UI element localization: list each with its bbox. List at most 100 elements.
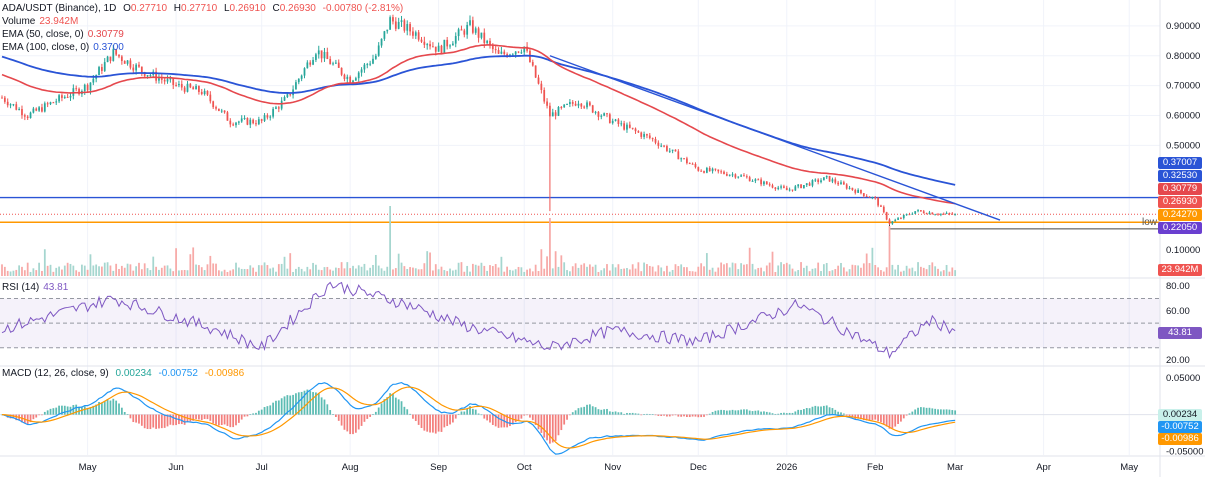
- volume-bar: [734, 263, 737, 276]
- candle-body: [591, 105, 594, 113]
- macd-hist-bar: [546, 414, 548, 441]
- candle-body: [748, 177, 751, 182]
- candle-body: [914, 211, 917, 214]
- volume-bar: [263, 262, 266, 276]
- volume-bar: [178, 270, 180, 276]
- volume-bar: [155, 266, 157, 276]
- candle-body: [61, 95, 63, 98]
- macd-hist-bar: [543, 414, 546, 438]
- volume-bar: [828, 271, 831, 276]
- volume-bar: [226, 271, 229, 276]
- macd-hist-bar: [372, 414, 374, 415]
- candle-body: [357, 72, 360, 79]
- volume-bar: [885, 267, 888, 276]
- volume-bar: [854, 265, 857, 276]
- candle-body: [394, 21, 397, 29]
- volume-bar: [49, 264, 52, 276]
- candle-body: [352, 80, 354, 84]
- candle-body: [920, 210, 922, 212]
- candles: [1, 14, 957, 225]
- candle-body: [277, 107, 280, 109]
- macd-hist-bar: [725, 410, 728, 415]
- candle-body: [452, 43, 454, 46]
- candle-body: [526, 46, 528, 51]
- candle-body: [714, 168, 717, 170]
- candle-body: [160, 78, 163, 80]
- macd-hist-bar: [412, 414, 414, 419]
- price-tick: 0.90000: [1166, 21, 1200, 32]
- macd-hist-bar: [626, 412, 628, 415]
- volume-bar: [831, 270, 834, 276]
- macd-hist-bar: [286, 395, 289, 415]
- ema50-line: [1, 44, 956, 205]
- macd-hist-bar: [138, 414, 140, 424]
- candle-body: [243, 118, 246, 120]
- volume-bar: [275, 271, 277, 276]
- volume-bar: [845, 271, 848, 276]
- candle-body: [491, 44, 494, 50]
- macd-hist-bar: [66, 406, 69, 415]
- candle-body: [557, 107, 560, 116]
- volume-bar: [75, 270, 78, 276]
- candle-body: [851, 187, 854, 190]
- candle-body: [41, 107, 43, 112]
- candle-body: [560, 107, 563, 109]
- volume-bar: [811, 268, 814, 276]
- volume-bar: [743, 264, 745, 276]
- volume-bar: [848, 269, 851, 276]
- candle-body: [43, 103, 46, 112]
- candle-body: [563, 104, 566, 108]
- volume-bar: [138, 262, 140, 276]
- macd-hist-bar: [509, 414, 511, 427]
- rsi-band: [0, 298, 1160, 348]
- macd-hist-bar: [486, 414, 489, 421]
- candle-body: [209, 94, 212, 102]
- macd-hist-bar: [489, 414, 491, 423]
- macd-hist-bar: [392, 393, 394, 415]
- volume-bar: [677, 266, 680, 276]
- candle-body: [848, 187, 851, 189]
- volume-bar: [460, 262, 463, 276]
- volume-bar: [760, 267, 762, 276]
- macd-hist-bar: [942, 409, 945, 415]
- candle-body: [694, 163, 697, 168]
- candle-body: [443, 39, 446, 53]
- candle-body: [158, 78, 160, 81]
- candle-body: [871, 197, 874, 199]
- macd-hist-bar: [674, 414, 677, 416]
- volume-bar: [329, 269, 332, 276]
- candle-body: [3, 97, 6, 102]
- volume-bar: [631, 264, 634, 276]
- volume-bar: [657, 265, 660, 276]
- candle-body: [471, 20, 474, 33]
- candle-body: [614, 119, 617, 121]
- ema100-legend-value: 0.3700: [93, 42, 124, 53]
- volume-bar: [163, 265, 166, 276]
- macd-hist-bar: [52, 408, 55, 415]
- badge-ema50: 0.30779: [1158, 183, 1202, 195]
- volume-bar: [292, 271, 294, 276]
- macd-hist-bar: [423, 414, 426, 431]
- candle-body: [794, 186, 797, 191]
- macd-hist-bar: [777, 413, 780, 415]
- volume-bar: [315, 264, 317, 276]
- volume-bar: [115, 263, 118, 276]
- volume-bar: [688, 271, 691, 276]
- candle-body: [169, 78, 172, 80]
- candle-body: [286, 94, 289, 98]
- candle-body: [389, 17, 391, 30]
- badge-trendline: 0.32530: [1158, 170, 1202, 182]
- candle-body: [894, 219, 897, 222]
- macd-hist-bar: [900, 414, 902, 422]
- macd-hist-bar: [217, 414, 220, 426]
- candle-body: [300, 75, 303, 79]
- candle-body: [711, 168, 714, 172]
- volume-bar: [229, 270, 232, 276]
- candle-body: [631, 127, 634, 129]
- candle-body: [606, 113, 608, 115]
- badge-macd-signal: -0.00986: [1158, 433, 1202, 445]
- macd-hist-bar: [840, 412, 842, 415]
- macd-hist-bar: [226, 414, 229, 426]
- candle-body: [760, 179, 762, 185]
- volume-bars: [1, 206, 957, 276]
